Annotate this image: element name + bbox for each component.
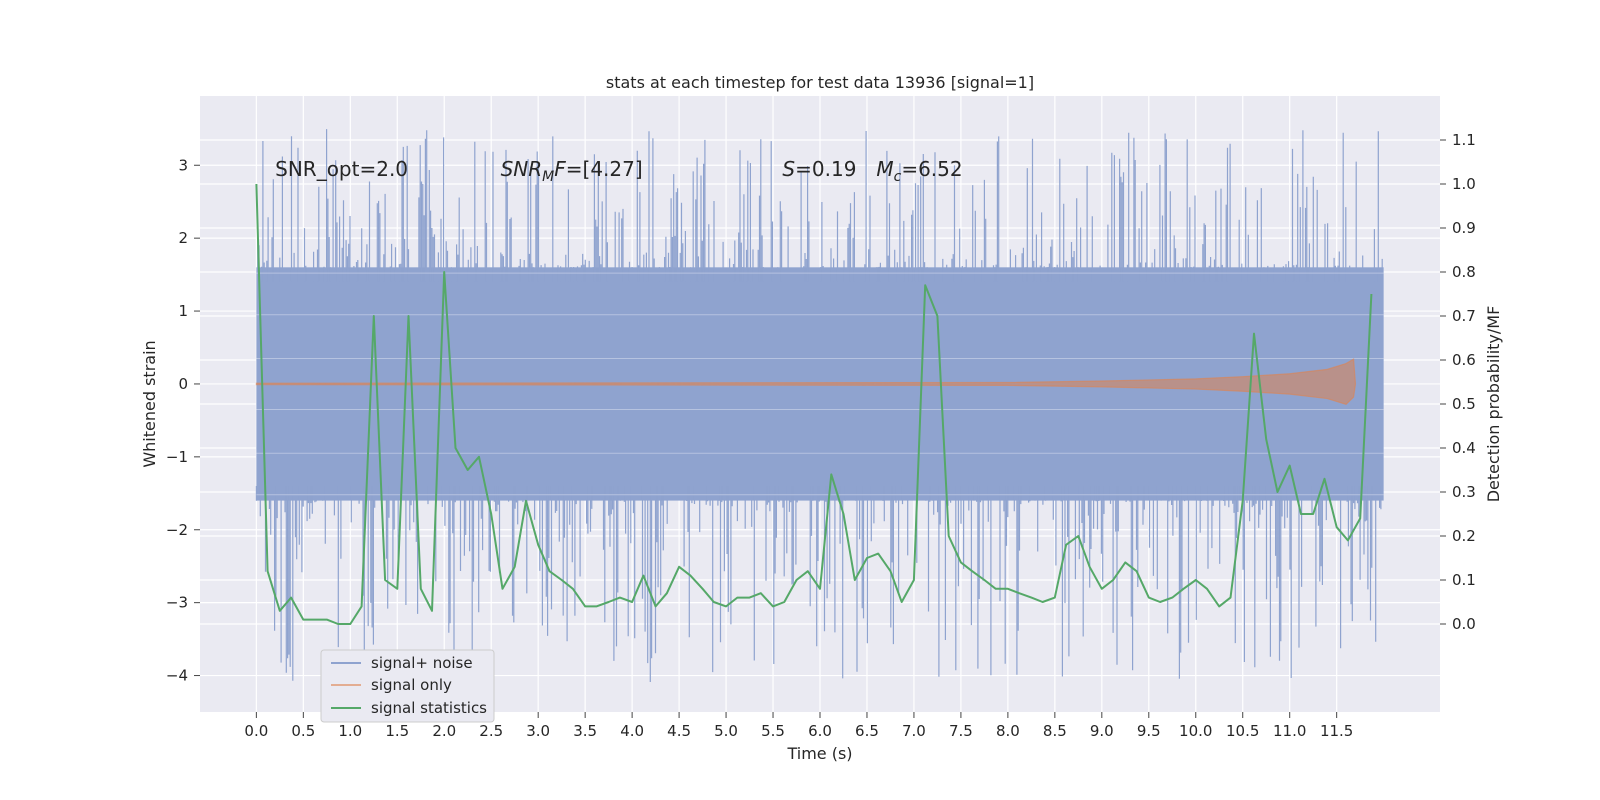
y-right-tick-label: 0.7 xyxy=(1452,307,1476,325)
y-right-tick-label: 0.1 xyxy=(1452,571,1476,589)
x-tick-label: 0.5 xyxy=(291,722,315,740)
x-tick-label: 6.0 xyxy=(808,722,832,740)
legend-box xyxy=(320,649,495,723)
annotation-2: S=0.19 xyxy=(782,157,856,181)
legend-label-signal-noise: signal+ noise xyxy=(371,654,473,672)
annotation-0: SNR_opt=2.0 xyxy=(275,157,408,181)
series-signal-statistics xyxy=(255,183,1373,625)
x-tick-label: 4.5 xyxy=(667,722,691,740)
y-right-tick-label: 0.2 xyxy=(1452,527,1476,545)
y-tick-label: −1 xyxy=(166,448,188,466)
legend-label-signal-only: signal only xyxy=(371,676,452,694)
y-right-tick-label: 0.8 xyxy=(1452,263,1476,281)
x-tick-label: 1.0 xyxy=(338,722,362,740)
x-tick-label: 8.0 xyxy=(996,722,1020,740)
x-tick-label: 2.5 xyxy=(479,722,503,740)
y-tick-label: 0 xyxy=(178,375,188,393)
x-tick-label: 0.0 xyxy=(244,722,268,740)
x-tick-label: 5.0 xyxy=(714,722,738,740)
x-axis-label: Time (s) xyxy=(786,744,852,763)
noise-spikes xyxy=(255,129,1383,682)
y-axis-right-ticks: 1.1 1.0 0.9 0.8 0.7 0.6 0.5 0.4 0.3 0.2 0.1 0.0 xyxy=(1440,131,1476,633)
y-right-tick-label: 0.5 xyxy=(1452,395,1476,413)
x-tick-label: 1.5 xyxy=(385,722,409,740)
y-tick-label: −2 xyxy=(166,521,188,539)
y-tick-label: 3 xyxy=(178,156,188,174)
signal-envelope xyxy=(255,358,1357,406)
annotation-3: Mc=6.52 xyxy=(876,157,962,185)
x-tick-label: 2.0 xyxy=(432,722,456,740)
x-tick-label: 10.5 xyxy=(1226,722,1259,740)
y-tick-label: −3 xyxy=(166,594,188,612)
statistics-line xyxy=(255,183,1373,625)
y-right-tick-label: 0.3 xyxy=(1452,483,1476,501)
annotations: SNR_opt=2.0 SNRMF=[4.27] S=0.19 Mc=6.52 xyxy=(275,157,962,185)
y-right-tick-label: 1.0 xyxy=(1452,175,1476,193)
x-tick-label: 4.0 xyxy=(620,722,644,740)
x-tick-label: 3.5 xyxy=(573,722,597,740)
y-tick-label: 1 xyxy=(178,302,188,320)
x-tick-label: 5.5 xyxy=(761,722,785,740)
x-tick-label: 3.0 xyxy=(526,722,550,740)
y-right-tick-label: 0.6 xyxy=(1452,351,1476,369)
y-right-tick-label: 0.0 xyxy=(1452,615,1476,633)
x-tick-label: 7.5 xyxy=(949,722,973,740)
legend: signal+ noise signal only signal statist… xyxy=(320,649,495,723)
x-tick-label: 10.0 xyxy=(1179,722,1212,740)
series-signal-only xyxy=(255,358,1357,406)
x-axis-ticks: 0.0 0.5 1.0 1.5 2.0 2.5 3.0 3.5 4.0 4.5 5.0 5.5 6.0 6… xyxy=(244,712,1353,740)
y-axis-right-label: Detection probability/MF xyxy=(1484,306,1503,503)
y-axis-left-ticks: 3 2 1 0 −1 −2 −3 −4 xyxy=(166,156,200,685)
annotation-1: SNRMF=[4.27] xyxy=(501,157,643,185)
y-right-tick-label: 1.1 xyxy=(1452,131,1476,149)
x-tick-label: 7.0 xyxy=(902,722,926,740)
x-tick-label: 9.0 xyxy=(1090,722,1114,740)
x-tick-label: 8.5 xyxy=(1043,722,1067,740)
chart-title: stats at each timestep for test data 139… xyxy=(606,73,1034,92)
y-tick-label: −4 xyxy=(166,667,188,685)
x-tick-label: 9.5 xyxy=(1137,722,1161,740)
x-tick-label: 11.0 xyxy=(1273,722,1306,740)
y-right-tick-label: 0.4 xyxy=(1452,439,1476,457)
y-tick-label: 2 xyxy=(178,229,188,247)
y-right-tick-label: 0.9 xyxy=(1452,219,1476,237)
legend-label-signal-statistics: signal statistics xyxy=(371,699,487,717)
x-tick-label: 6.5 xyxy=(855,722,879,740)
y-axis-label: Whitened strain xyxy=(140,340,159,467)
x-tick-label: 11.5 xyxy=(1320,722,1353,740)
